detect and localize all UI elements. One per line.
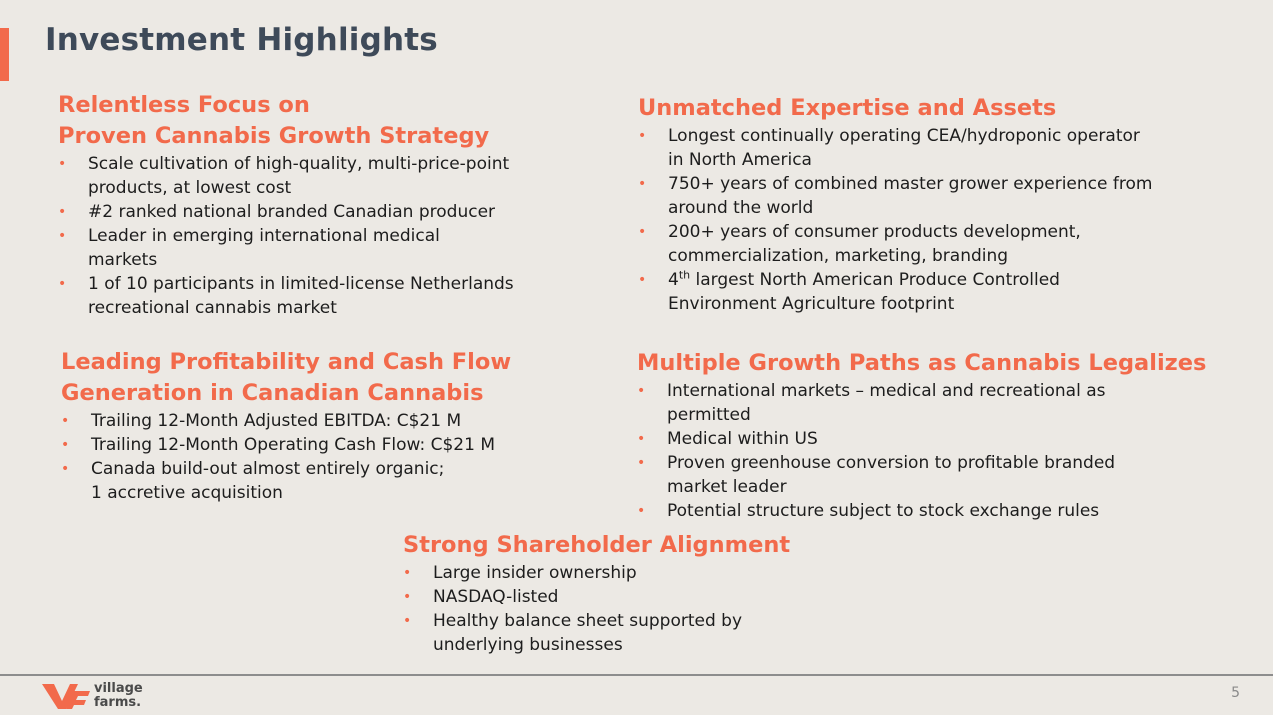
bullet-icon: • [637, 455, 646, 471]
footer-divider [0, 674, 1273, 676]
bullet-icon: • [637, 503, 646, 519]
bullet-item: • Trailing 12-Month Adjusted EBITDA: C$21… [61, 411, 462, 431]
bullet-icon: • [61, 461, 70, 477]
section-growth-strategy: Relentless Focus on Proven Cannabis Grow… [58, 90, 514, 320]
heading-line: Proven Cannabis Growth Strategy [58, 123, 490, 149]
heading-line: Unmatched Expertise and Assets [638, 95, 1057, 121]
slide-title: Investment Highlights [45, 22, 438, 58]
bullet-icon: • [637, 431, 646, 447]
heading-line: Leading Profitability and Cash Flow [61, 349, 512, 375]
bullet-item: • 200+ years of consumer products develop… [638, 222, 1081, 266]
bullet-item: • Longest continually operating CEA/hydro… [638, 126, 1140, 170]
bullet-item: • #2 ranked national branded Canadian pro… [58, 202, 496, 222]
bullet-list: • International markets – medical and rec… [637, 379, 1206, 523]
section-shareholder-alignment: Strong Shareholder Alignment • Large insi… [403, 530, 790, 657]
heading-line: Multiple Growth Paths as Cannabis Legali… [637, 350, 1207, 376]
bullet-icon: • [637, 383, 646, 399]
section-growth-paths: Multiple Growth Paths as Cannabis Legali… [637, 348, 1206, 523]
bullet-item: • Canada build-out almost entirely organi… [61, 459, 445, 503]
bullet-list: • Trailing 12-Month Adjusted EBITDA: C$21… [61, 409, 511, 505]
bullet-icon: • [58, 156, 67, 172]
bullet-list: • Longest continually operating CEA/hydro… [638, 124, 1152, 316]
bullet-item: • Trailing 12-Month Operating Cash Flow: … [61, 435, 495, 455]
bullet-item: • International markets – medical and rec… [637, 381, 1106, 425]
section-heading: Unmatched Expertise and Assets [638, 93, 1152, 124]
bullet-icon: • [403, 565, 412, 581]
bullet-item: • Scale cultivation of high-quality, mult… [58, 154, 510, 198]
bullet-item: • Large insider ownership [403, 563, 637, 583]
bullet-item: • Healthy balance sheet supported by under… [403, 611, 743, 655]
bullet-item: • NASDAQ-listed [403, 587, 559, 607]
section-heading: Leading Profitability and Cash Flow Gene… [61, 347, 511, 409]
bullet-icon: • [638, 224, 647, 240]
heading-line: Strong Shareholder Alignment [403, 532, 791, 558]
bullet-icon: • [638, 128, 647, 144]
heading-line: Generation in Canadian Cannabis [61, 380, 484, 406]
bullet-item: • 1 of 10 participants in limited-license… [58, 274, 514, 318]
bullet-icon: • [61, 437, 70, 453]
bullet-icon: • [58, 204, 67, 220]
section-profitability-cash-flow: Leading Profitability and Cash Flow Gene… [61, 347, 511, 505]
bullet-icon: • [403, 589, 412, 605]
company-logo-text: village farms. [94, 681, 143, 710]
section-heading: Relentless Focus on Proven Cannabis Grow… [58, 90, 514, 152]
section-heading: Multiple Growth Paths as Cannabis Legali… [637, 348, 1206, 379]
bullet-icon: • [638, 176, 647, 192]
bullet-item: • Medical within US [637, 429, 818, 449]
bullet-list: • Large insider ownership • NASDAQ-listed … [403, 561, 790, 657]
bullet-item: • Leader in emerging international medica… [58, 226, 440, 270]
section-expertise-assets: Unmatched Expertise and Assets • Longest … [638, 93, 1152, 316]
bullet-icon: • [58, 276, 67, 292]
village-farms-logo-icon [42, 684, 90, 709]
bullet-item: • Potential structure subject to stock ex… [637, 501, 1100, 521]
bullet-icon: • [58, 228, 67, 244]
title-accent-bar [0, 28, 9, 81]
bullet-icon: • [638, 272, 647, 288]
bullet-item: • 750+ years of combined master grower ex… [638, 174, 1153, 218]
heading-line: Relentless Focus on [58, 92, 310, 118]
bullet-icon: • [61, 413, 70, 429]
bullet-item: • 4th largest North American Produce Cont… [638, 268, 1060, 314]
bullet-list: • Scale cultivation of high-quality, mult… [58, 152, 514, 320]
page-number: 5 [1231, 685, 1240, 701]
section-heading: Strong Shareholder Alignment [403, 530, 790, 561]
bullet-item: • Proven greenhouse conversion to profita… [637, 453, 1116, 497]
bullet-icon: • [403, 613, 412, 629]
